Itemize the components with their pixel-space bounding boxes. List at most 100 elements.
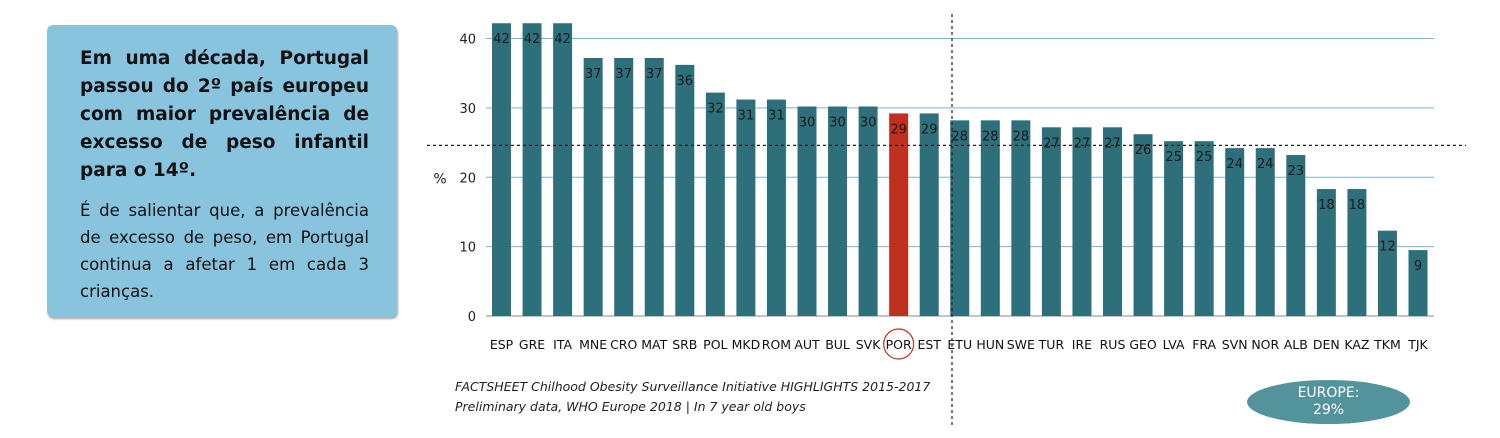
x-tick-label-svn: SVN [1222, 337, 1248, 352]
data-label-tjk: 9 [1414, 259, 1422, 274]
bar-svn [1225, 148, 1245, 316]
data-label-mat: 37 [646, 67, 663, 82]
data-label-pol: 32 [707, 102, 724, 117]
data-label-tkm: 12 [1379, 240, 1396, 255]
x-tick-label-srb: SRB [672, 337, 697, 352]
bar-ita [553, 23, 573, 317]
data-label-kaz: 18 [1349, 198, 1366, 213]
y-tick-label-0: 0 [468, 310, 476, 325]
bar-esp [492, 23, 511, 317]
x-tick-label-hun: HUN [976, 337, 1004, 352]
data-label-bul: 30 [829, 115, 846, 130]
x-tick-label-cro: CRO [610, 337, 637, 352]
data-label-est: 29 [921, 122, 938, 137]
x-tick-label-alb: ALB [1284, 337, 1308, 352]
bar-mat [644, 57, 664, 317]
data-label-tur: 27 [1043, 136, 1060, 151]
x-tick-label-lva: LVA [1163, 337, 1185, 352]
data-label-hun: 28 [982, 129, 999, 144]
y-axis-label: % [433, 171, 446, 187]
data-label-mkd: 31 [738, 109, 755, 124]
europe-badge-label: EUROPE: [1297, 385, 1360, 401]
x-tick-label-ita: ITA [553, 337, 572, 352]
bar-tkm [1377, 230, 1397, 316]
source-line-1: FACTSHEET Chilhood Obesity Surveillance … [455, 379, 931, 394]
x-tick-label-den: DEN [1313, 337, 1340, 352]
data-label-gre: 42 [524, 32, 541, 47]
data-label-den: 18 [1318, 198, 1335, 213]
data-label-esp: 42 [493, 32, 510, 47]
x-tick-label-mne: MNE [579, 337, 607, 352]
data-label-swe: 28 [1013, 129, 1030, 144]
x-tick-label-por: POR [886, 337, 912, 352]
data-label-cro: 37 [615, 67, 632, 82]
y-tick-label-40: 40 [459, 33, 476, 48]
x-tick-label-tjk: TJK [1407, 337, 1428, 352]
source-note: FACTSHEET Chilhood Obesity Surveillance … [455, 377, 930, 417]
highlight-circle [883, 328, 915, 360]
bar-rus [1103, 127, 1122, 316]
bar-svk [858, 106, 878, 316]
data-label-rus: 27 [1104, 136, 1121, 151]
x-tick-label-mkd: MKD [732, 337, 761, 352]
source-line-2: Preliminary data, WHO Europe 2018 | In 7… [455, 399, 806, 414]
data-label-etu: 28 [951, 129, 968, 144]
bar-nor [1255, 148, 1275, 316]
x-tick-label-tkm: TKM [1373, 337, 1401, 352]
x-tick-label-gre: GRE [519, 337, 545, 352]
data-label-svn: 24 [1226, 157, 1243, 172]
x-tick-label-nor: NOR [1251, 337, 1279, 352]
x-tick-label-esp: ESP [490, 337, 514, 352]
bar-por [889, 113, 909, 316]
bar-swe [1011, 120, 1031, 316]
bar-kaz [1347, 189, 1367, 316]
bar-mne [583, 57, 603, 317]
x-tick-label-bul: BUL [825, 337, 850, 352]
x-tick-label-rus: RUS [1100, 337, 1126, 352]
bar-cro [614, 57, 634, 317]
data-label-nor: 24 [1257, 157, 1274, 172]
data-label-geo: 26 [1135, 143, 1152, 158]
data-label-svk: 30 [860, 115, 877, 130]
info-box: Em uma década, Portugal passou do 2º paí… [47, 25, 397, 317]
europe-average-badge: EUROPE: 29% [1247, 380, 1410, 424]
data-label-alb: 23 [1288, 164, 1305, 179]
x-tick-label-tur: TUR [1038, 337, 1065, 352]
x-tick-label-fra: FRA [1192, 337, 1216, 352]
data-label-por: 29 [890, 122, 907, 137]
bar-tur [1041, 127, 1061, 316]
data-label-ire: 27 [1074, 136, 1091, 151]
bar-est [919, 113, 939, 316]
bar-srb [675, 64, 695, 316]
bar-aut [797, 106, 817, 316]
bar-pol [705, 92, 725, 316]
bar-fra [1194, 141, 1214, 316]
bar-lva [1164, 141, 1184, 316]
x-tick-label-svk: SVK [856, 337, 881, 352]
data-label-fra: 25 [1196, 150, 1213, 165]
bar-ire [1072, 127, 1092, 316]
x-tick-label-pol: POL [703, 337, 727, 352]
bar-hun [980, 120, 1000, 316]
x-tick-label-ire: IRE [1072, 337, 1092, 352]
data-label-ita: 42 [554, 32, 571, 47]
bar-rom [766, 99, 786, 316]
bar-alb [1286, 155, 1306, 316]
bar-den [1316, 189, 1336, 316]
bar-gre [522, 23, 542, 317]
x-tick-label-rom: ROM [762, 337, 791, 352]
x-tick-label-est: EST [917, 337, 941, 352]
x-tick-label-etu: ETU [947, 337, 972, 352]
data-label-aut: 30 [799, 115, 816, 130]
bar-tjk [1408, 250, 1428, 316]
info-body: É de salientar que, a prevalência de exc… [80, 201, 369, 301]
x-tick-label-geo: GEO [1129, 337, 1157, 352]
data-label-srb: 36 [677, 74, 694, 89]
y-tick-label-20: 20 [459, 171, 476, 186]
data-label-lva: 25 [1165, 150, 1182, 165]
y-tick-label-30: 30 [459, 102, 476, 117]
info-headline: Em uma década, Portugal passou do 2º paí… [80, 48, 369, 181]
x-tick-label-aut: AUT [794, 337, 820, 352]
x-tick-label-mat: MAT [641, 337, 667, 352]
